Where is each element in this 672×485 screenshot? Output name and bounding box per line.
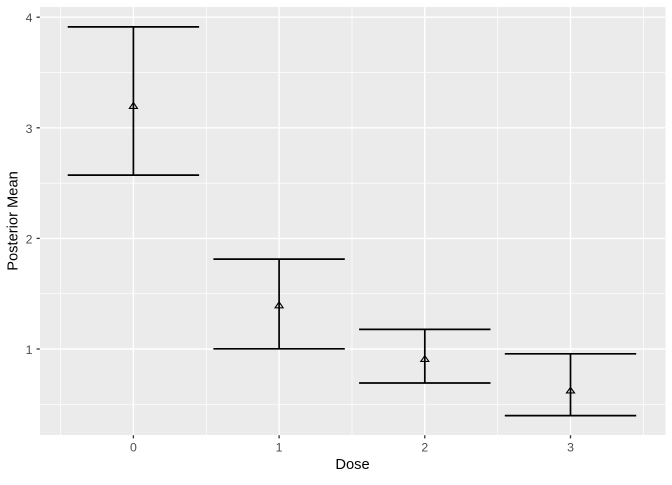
svg-text:3: 3 <box>567 441 574 455</box>
svg-text:0: 0 <box>130 441 137 455</box>
svg-text:Dose: Dose <box>335 457 369 473</box>
svg-text:1: 1 <box>276 441 283 455</box>
svg-text:1: 1 <box>26 343 33 357</box>
svg-text:3: 3 <box>26 122 33 136</box>
svg-text:Posterior Mean: Posterior Mean <box>6 171 22 271</box>
svg-text:2: 2 <box>421 441 428 455</box>
svg-text:4: 4 <box>26 11 33 25</box>
svg-text:2: 2 <box>26 232 33 246</box>
